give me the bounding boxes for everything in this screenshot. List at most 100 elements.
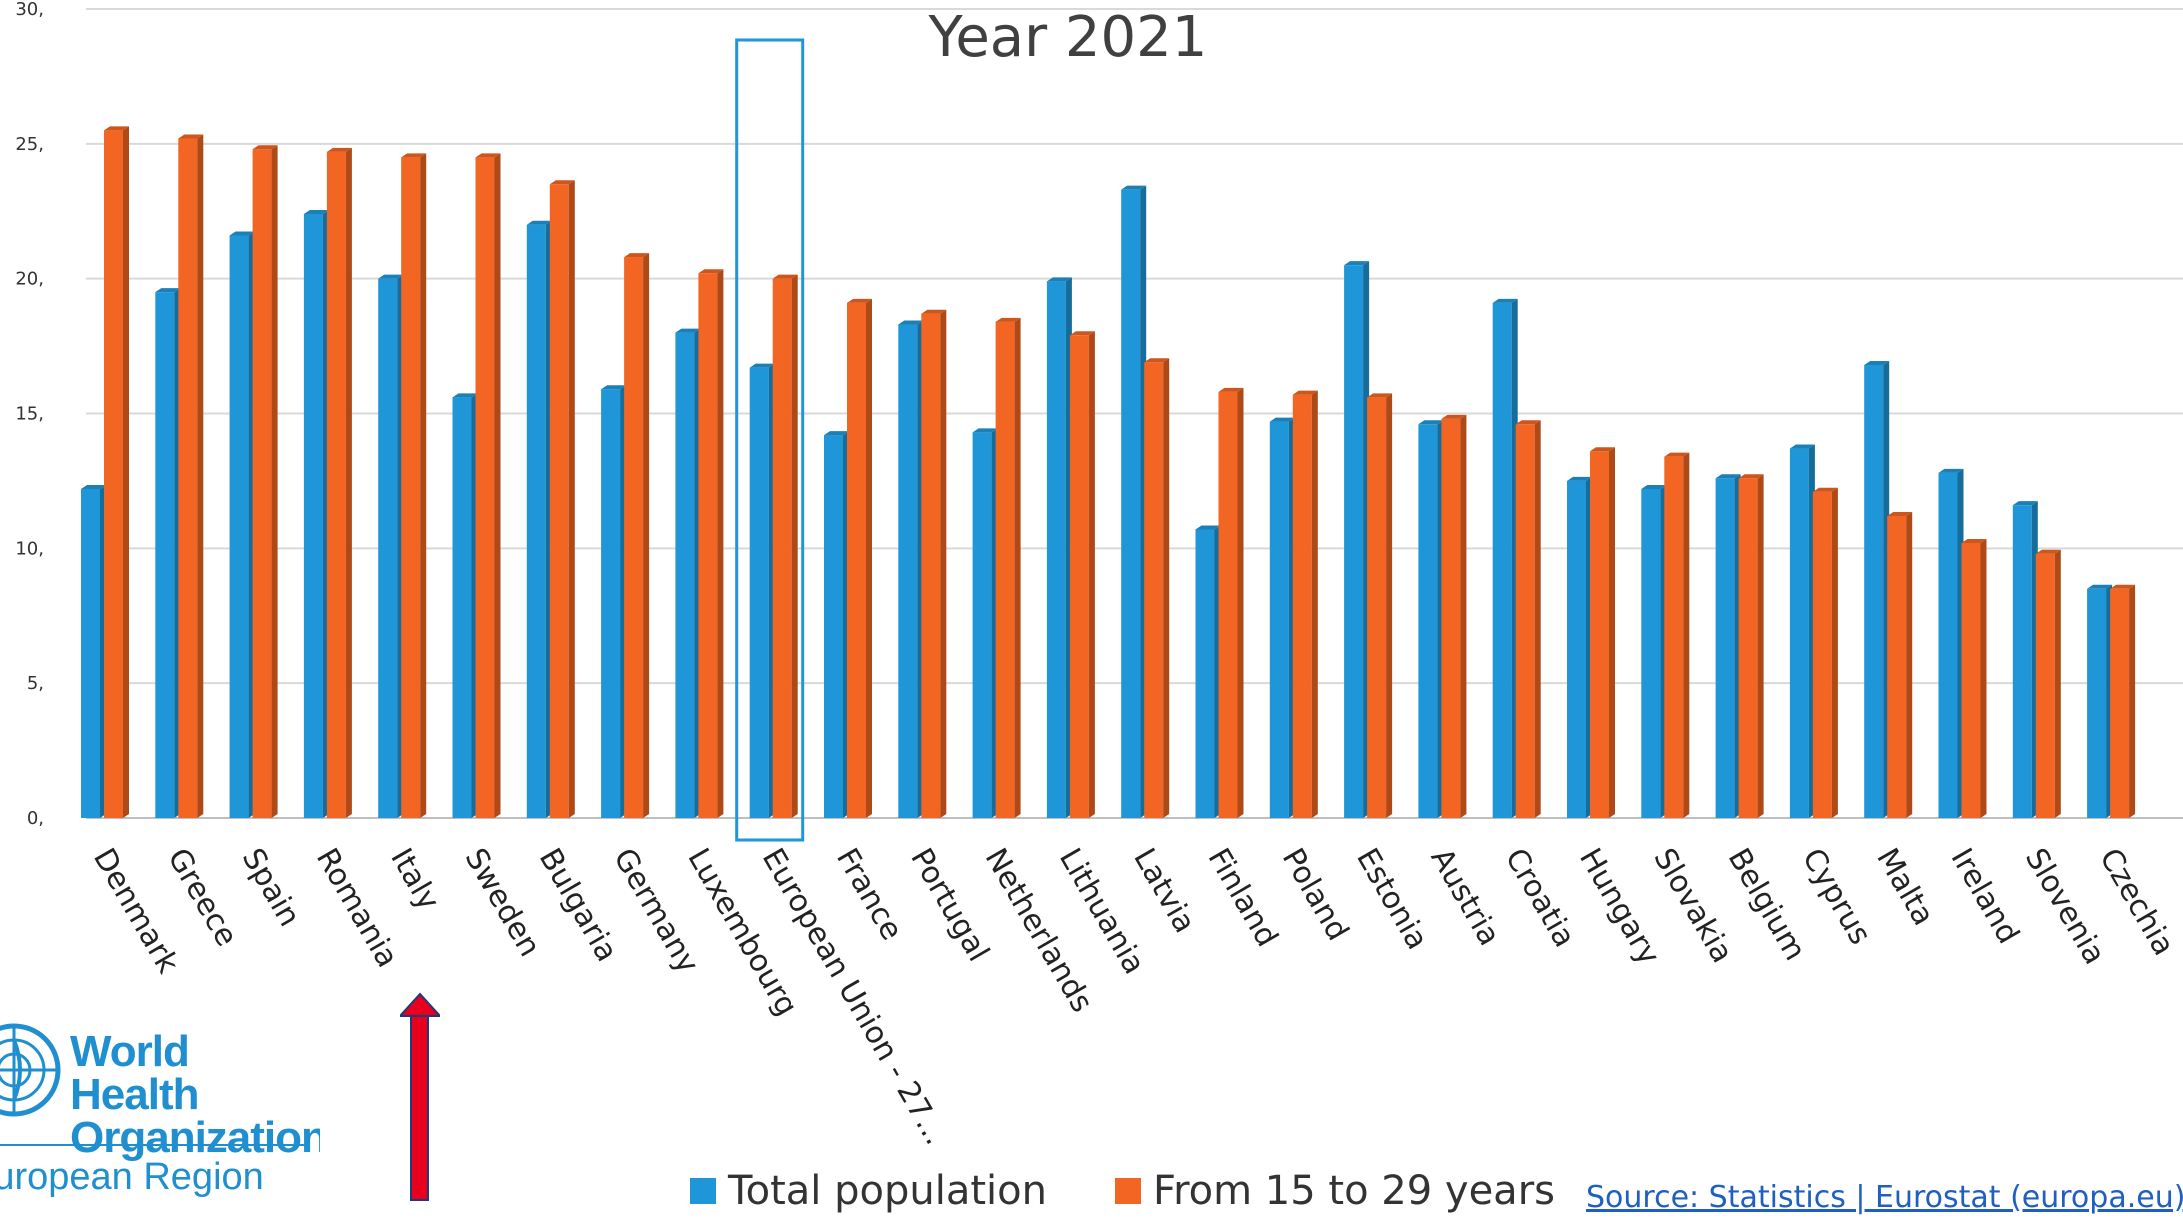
bar-youth (326, 147, 352, 818)
bar-side (643, 253, 650, 819)
category-label: Greece (160, 843, 244, 953)
bar-youth (104, 126, 129, 819)
bar-side (1906, 511, 1913, 818)
bar-youth (401, 153, 427, 819)
bar-total (824, 431, 849, 818)
bar-youth (772, 274, 798, 819)
bar-youth (252, 145, 278, 818)
bar-face (1938, 472, 1958, 818)
bar-face (401, 157, 421, 819)
bar-top (675, 328, 701, 333)
bar-side (420, 153, 427, 819)
bar-top (378, 274, 404, 279)
category-label: Malta (1869, 843, 1941, 932)
bar-face (1641, 489, 1661, 818)
bar-top (2110, 584, 2136, 589)
bar-face (252, 149, 272, 818)
bar-youth (2110, 584, 2136, 818)
bar-face (526, 224, 546, 818)
bar-side (1237, 387, 1244, 818)
bar-top (624, 253, 650, 258)
bar-total (303, 209, 329, 819)
bar-youth (2035, 549, 2061, 818)
bar-side (494, 153, 501, 819)
bar-face (1121, 189, 1141, 819)
bar-face (2012, 505, 2032, 818)
who-name-line1: World Health (70, 1027, 199, 1119)
bar-youth (1664, 452, 1690, 818)
bar-side (2129, 584, 2136, 818)
bar-side (717, 269, 724, 819)
bar-face (1046, 281, 1066, 818)
bar-total (526, 220, 552, 818)
bar-top (1938, 468, 1964, 473)
bar-face (772, 278, 792, 819)
bar-total (2087, 584, 2113, 818)
bar-top (898, 320, 924, 325)
bar-face (1864, 364, 1884, 818)
bar-top (1418, 420, 1444, 425)
bar-side (1014, 317, 1021, 818)
bar-top (601, 385, 627, 390)
legend-label-total: Total population (728, 1168, 1047, 1214)
legend-label-youth: From 15 to 29 years (1152, 1168, 1555, 1214)
bar-side (1088, 331, 1095, 818)
y-tick-label: 10, (15, 538, 44, 559)
bar-face (601, 389, 621, 818)
bar-top (1292, 390, 1318, 395)
bar-face (104, 130, 123, 819)
bar-top (1887, 511, 1913, 516)
bar-face (1344, 265, 1364, 818)
bar-top (155, 288, 181, 293)
bar-face (898, 324, 918, 818)
bar-face (2035, 553, 2055, 818)
bar-youth (1590, 447, 1615, 818)
legend-swatch-total (690, 1178, 716, 1204)
bar-face (972, 432, 992, 818)
bar-total (2012, 501, 2038, 818)
bar-face (1069, 335, 1089, 818)
bar-top (549, 180, 575, 185)
bar-youth (1961, 538, 1987, 818)
bar-top (401, 153, 427, 158)
bar-youth (475, 153, 501, 819)
bar-youth (698, 269, 724, 819)
bar-face (1590, 451, 1609, 818)
bar-top (1195, 525, 1221, 530)
y-axis-ticks: 0, 5, 10, 15, 20, 25, 30, (15, 0, 44, 829)
bar-top (1441, 414, 1467, 419)
category-label: Finland (1201, 843, 1285, 953)
bar-face (1269, 421, 1289, 818)
source-link[interactable]: Source: Statistics | Eurostat (europa.eu… (1586, 1180, 2183, 1215)
bar-top (104, 126, 129, 131)
bar-total (81, 485, 106, 818)
category-label: Austria (1423, 843, 1506, 952)
bar-total (1567, 476, 1592, 818)
up-arrow-icon (400, 992, 440, 1201)
bar-youth (995, 317, 1021, 818)
bar-side (1311, 390, 1318, 818)
who-name: World Health Organization (70, 1027, 320, 1160)
bar-face (1664, 456, 1684, 818)
bar-total (1715, 474, 1741, 818)
bar-side (197, 134, 204, 818)
bar-total (1641, 485, 1667, 818)
bar-top (303, 209, 329, 214)
bar-side (1534, 420, 1541, 818)
bar-top (824, 431, 849, 436)
bar-youth (1812, 487, 1838, 818)
bar-top (1218, 387, 1244, 392)
bar-top (2035, 549, 2061, 554)
bar-youth (624, 253, 650, 819)
bar-face (178, 138, 198, 818)
bar-youth (178, 134, 204, 818)
bar-side (123, 126, 129, 819)
bar-face (1887, 515, 1907, 818)
bar-top (1812, 487, 1838, 492)
bar-side (1980, 538, 1987, 818)
bar-youth (921, 309, 947, 818)
bar-total (675, 328, 701, 818)
category-label: France (829, 843, 909, 947)
bar-top (847, 298, 872, 303)
bar-top (81, 485, 106, 490)
